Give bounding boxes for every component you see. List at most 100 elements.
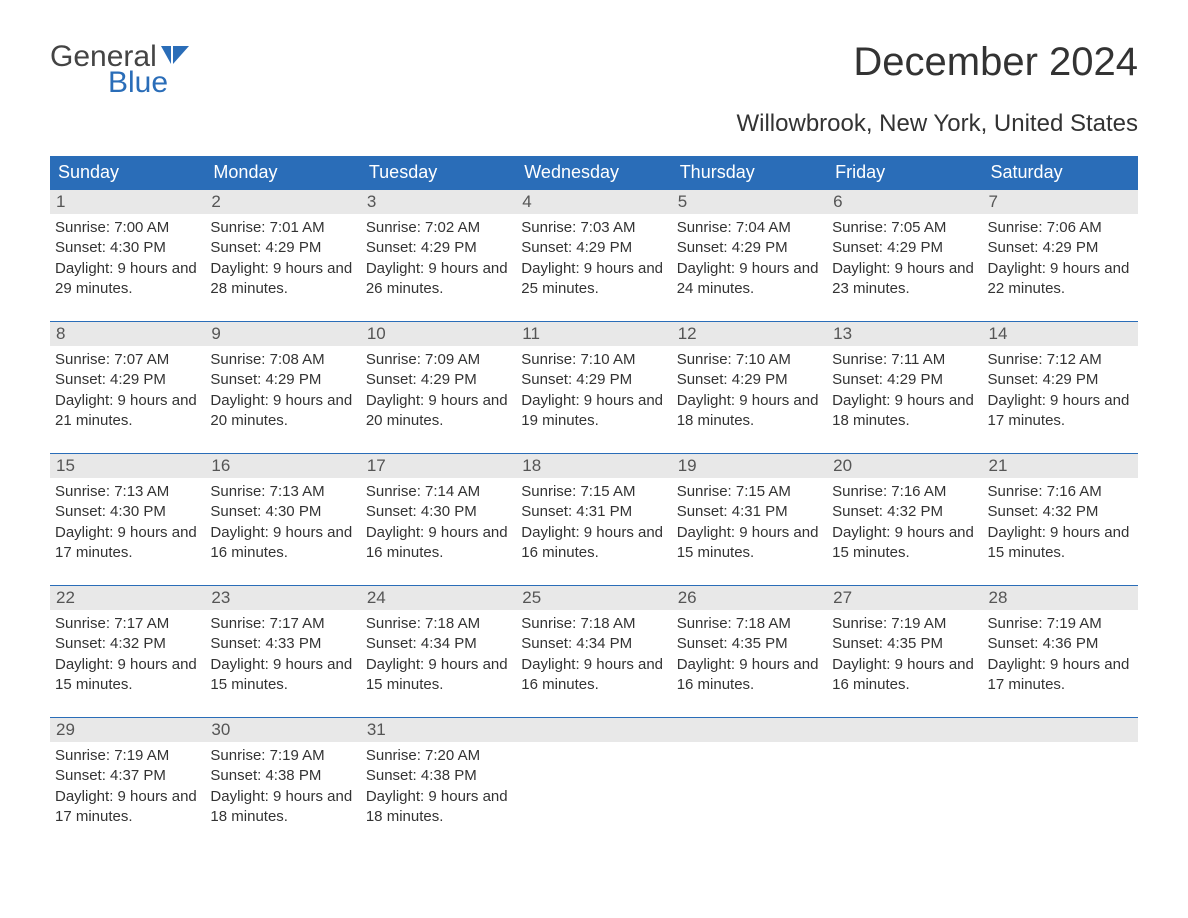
daylight-line: Daylight: 9 hours and 25 minutes. <box>521 259 666 300</box>
day-body: Sunrise: 7:11 AMSunset: 4:29 PMDaylight:… <box>827 346 982 435</box>
daylight-line: Daylight: 9 hours and 18 minutes. <box>832 391 977 432</box>
sunset-line: Sunset: 4:33 PM <box>210 634 355 654</box>
logo-text-2: Blue <box>108 66 189 100</box>
sunset-line: Sunset: 4:34 PM <box>521 634 666 654</box>
sunrise-line: Sunrise: 7:10 AM <box>521 350 666 370</box>
daylight-line: Daylight: 9 hours and 19 minutes. <box>521 391 666 432</box>
sunset-line: Sunset: 4:29 PM <box>677 370 822 390</box>
sunset-line: Sunset: 4:31 PM <box>677 502 822 522</box>
daylight-line: Daylight: 9 hours and 16 minutes. <box>521 655 666 696</box>
calendar-day: 10Sunrise: 7:09 AMSunset: 4:29 PMDayligh… <box>361 321 516 435</box>
sunset-line: Sunset: 4:29 PM <box>366 370 511 390</box>
sunrise-line: Sunrise: 7:00 AM <box>55 218 200 238</box>
day-body: Sunrise: 7:16 AMSunset: 4:32 PMDaylight:… <box>827 478 982 567</box>
calendar-header-cell: Tuesday <box>361 156 516 189</box>
calendar-day: 28Sunrise: 7:19 AMSunset: 4:36 PMDayligh… <box>983 585 1138 699</box>
day-body <box>983 742 1138 822</box>
day-body: Sunrise: 7:17 AMSunset: 4:33 PMDaylight:… <box>205 610 360 699</box>
day-body: Sunrise: 7:19 AMSunset: 4:37 PMDaylight:… <box>50 742 205 831</box>
day-body: Sunrise: 7:17 AMSunset: 4:32 PMDaylight:… <box>50 610 205 699</box>
day-number <box>672 717 827 742</box>
sunrise-line: Sunrise: 7:08 AM <box>210 350 355 370</box>
day-body: Sunrise: 7:13 AMSunset: 4:30 PMDaylight:… <box>50 478 205 567</box>
sunset-line: Sunset: 4:29 PM <box>521 370 666 390</box>
day-number: 5 <box>672 189 827 214</box>
day-body: Sunrise: 7:13 AMSunset: 4:30 PMDaylight:… <box>205 478 360 567</box>
sunset-line: Sunset: 4:32 PM <box>832 502 977 522</box>
calendar-day: 14Sunrise: 7:12 AMSunset: 4:29 PMDayligh… <box>983 321 1138 435</box>
sunrise-line: Sunrise: 7:01 AM <box>210 218 355 238</box>
calendar: SundayMondayTuesdayWednesdayThursdayFrid… <box>50 156 1138 831</box>
day-number: 7 <box>983 189 1138 214</box>
sunset-line: Sunset: 4:32 PM <box>55 634 200 654</box>
daylight-line: Daylight: 9 hours and 16 minutes. <box>521 523 666 564</box>
daylight-line: Daylight: 9 hours and 18 minutes. <box>677 391 822 432</box>
sunrise-line: Sunrise: 7:14 AM <box>366 482 511 502</box>
daylight-line: Daylight: 9 hours and 16 minutes. <box>366 523 511 564</box>
day-number: 24 <box>361 585 516 610</box>
calendar-day: 27Sunrise: 7:19 AMSunset: 4:35 PMDayligh… <box>827 585 982 699</box>
day-number: 30 <box>205 717 360 742</box>
daylight-line: Daylight: 9 hours and 16 minutes. <box>210 523 355 564</box>
calendar-week: 22Sunrise: 7:17 AMSunset: 4:32 PMDayligh… <box>50 585 1138 699</box>
calendar-day: 20Sunrise: 7:16 AMSunset: 4:32 PMDayligh… <box>827 453 982 567</box>
calendar-day: 26Sunrise: 7:18 AMSunset: 4:35 PMDayligh… <box>672 585 827 699</box>
calendar-day: 7Sunrise: 7:06 AMSunset: 4:29 PMDaylight… <box>983 189 1138 303</box>
calendar-header-cell: Monday <box>205 156 360 189</box>
day-body: Sunrise: 7:19 AMSunset: 4:36 PMDaylight:… <box>983 610 1138 699</box>
daylight-line: Daylight: 9 hours and 20 minutes. <box>210 391 355 432</box>
sunrise-line: Sunrise: 7:19 AM <box>210 746 355 766</box>
calendar-day: 19Sunrise: 7:15 AMSunset: 4:31 PMDayligh… <box>672 453 827 567</box>
calendar-week: 29Sunrise: 7:19 AMSunset: 4:37 PMDayligh… <box>50 717 1138 831</box>
sunrise-line: Sunrise: 7:02 AM <box>366 218 511 238</box>
sunset-line: Sunset: 4:29 PM <box>832 238 977 258</box>
sunrise-line: Sunrise: 7:16 AM <box>988 482 1133 502</box>
sunrise-line: Sunrise: 7:13 AM <box>55 482 200 502</box>
calendar-day: 1Sunrise: 7:00 AMSunset: 4:30 PMDaylight… <box>50 189 205 303</box>
sunrise-line: Sunrise: 7:09 AM <box>366 350 511 370</box>
sunrise-line: Sunrise: 7:11 AM <box>832 350 977 370</box>
daylight-line: Daylight: 9 hours and 15 minutes. <box>210 655 355 696</box>
location-subtitle: Willowbrook, New York, United States <box>50 110 1138 138</box>
sunset-line: Sunset: 4:30 PM <box>210 502 355 522</box>
calendar-day: 5Sunrise: 7:04 AMSunset: 4:29 PMDaylight… <box>672 189 827 303</box>
day-body <box>672 742 827 822</box>
day-number: 18 <box>516 453 671 478</box>
day-number: 23 <box>205 585 360 610</box>
day-number: 6 <box>827 189 982 214</box>
sunrise-line: Sunrise: 7:15 AM <box>521 482 666 502</box>
calendar-day: 18 Sunrise: 7:15 AMSunset: 4:31 PMDayligh… <box>516 453 671 567</box>
day-number <box>516 717 671 742</box>
daylight-line: Daylight: 9 hours and 15 minutes. <box>677 523 822 564</box>
daylight-line: Daylight: 9 hours and 22 minutes. <box>988 259 1133 300</box>
day-body: Sunrise: 7:03 AMSunset: 4:29 PMDaylight:… <box>516 214 671 303</box>
day-number: 2 <box>205 189 360 214</box>
calendar-day: 21Sunrise: 7:16 AMSunset: 4:32 PMDayligh… <box>983 453 1138 567</box>
day-number: 26 <box>672 585 827 610</box>
daylight-line: Daylight: 9 hours and 15 minutes. <box>366 655 511 696</box>
calendar-day: 3Sunrise: 7:02 AMSunset: 4:29 PMDaylight… <box>361 189 516 303</box>
calendar-header-cell: Thursday <box>672 156 827 189</box>
sunrise-line: Sunrise: 7:10 AM <box>677 350 822 370</box>
sunset-line: Sunset: 4:29 PM <box>210 370 355 390</box>
sunset-line: Sunset: 4:31 PM <box>521 502 666 522</box>
day-number: 3 <box>361 189 516 214</box>
calendar-header-row: SundayMondayTuesdayWednesdayThursdayFrid… <box>50 156 1138 189</box>
day-body: Sunrise: 7:08 AMSunset: 4:29 PMDaylight:… <box>205 346 360 435</box>
calendar-header-cell: Friday <box>827 156 982 189</box>
day-number: 13 <box>827 321 982 346</box>
day-number: 29 <box>50 717 205 742</box>
daylight-line: Daylight: 9 hours and 16 minutes. <box>832 655 977 696</box>
day-body: Sunrise: 7:01 AMSunset: 4:29 PMDaylight:… <box>205 214 360 303</box>
daylight-line: Daylight: 9 hours and 24 minutes. <box>677 259 822 300</box>
sunset-line: Sunset: 4:29 PM <box>55 370 200 390</box>
day-number: 27 <box>827 585 982 610</box>
day-number: 10 <box>361 321 516 346</box>
sunset-line: Sunset: 4:38 PM <box>210 766 355 786</box>
sunset-line: Sunset: 4:29 PM <box>366 238 511 258</box>
day-number: 9 <box>205 321 360 346</box>
sunrise-line: Sunrise: 7:18 AM <box>521 614 666 634</box>
calendar-header-cell: Saturday <box>983 156 1138 189</box>
day-body: Sunrise: 7:09 AMSunset: 4:29 PMDaylight:… <box>361 346 516 435</box>
sunset-line: Sunset: 4:32 PM <box>988 502 1133 522</box>
